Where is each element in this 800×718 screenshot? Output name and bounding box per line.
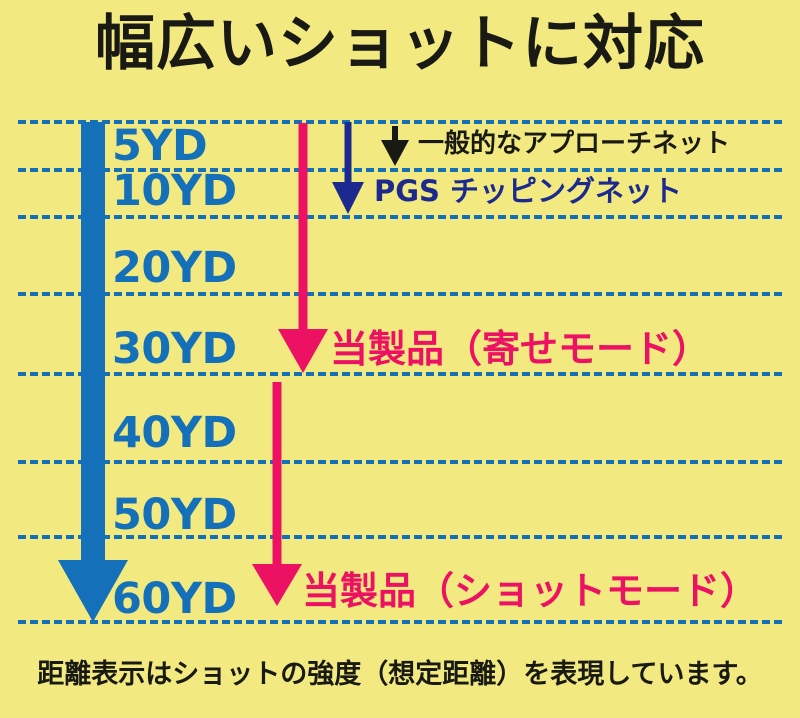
arrow-shaft <box>298 123 308 331</box>
yd-label-50: 50YD <box>112 490 237 540</box>
blue-range-arrow-icon <box>58 122 128 622</box>
arrow-head <box>381 140 409 166</box>
annotation-pgs-net: PGS チッピングネット <box>374 174 683 208</box>
page-title: 幅広いショットに対応 <box>95 9 705 79</box>
gridline-4 <box>18 292 782 296</box>
arrow-head <box>332 182 364 214</box>
yd-label-20: 20YD <box>112 243 237 293</box>
arrow-shaft <box>392 126 398 142</box>
arrow-shaft <box>81 122 105 562</box>
gridline-2 <box>18 168 782 172</box>
footer-caption: 距離表示はショットの強度（想定距離）を表現しています。 <box>37 659 763 690</box>
annotation-product-shot: 当製品（ショットモード） <box>302 569 759 613</box>
gridline-3 <box>18 215 782 219</box>
arrow-head <box>278 329 328 373</box>
gridline-7 <box>18 535 782 539</box>
black-generic-arrow-icon <box>381 126 409 166</box>
yd-label-40: 40YD <box>112 408 237 458</box>
gridline-5 <box>18 372 782 376</box>
gridline-6 <box>18 460 782 464</box>
gridline-8 <box>18 620 782 624</box>
arrow-head <box>252 564 302 606</box>
yd-label-10: 10YD <box>112 166 237 216</box>
arrow-head <box>58 560 128 622</box>
annotation-product-close: 当製品（寄せモード） <box>330 327 711 371</box>
arrow-shaft <box>344 122 352 184</box>
arrow-shaft <box>272 382 282 566</box>
pink-approach-arrow-icon <box>278 123 328 373</box>
annotation-generic-net: 一般的なアプローチネット <box>418 129 731 159</box>
navy-pgs-arrow-icon <box>332 122 364 214</box>
gridline-1 <box>18 120 782 124</box>
pink-shot-arrow-icon <box>252 382 302 606</box>
yd-label-30: 30YD <box>112 324 237 374</box>
yd-label-60: 60YD <box>112 574 237 624</box>
yd-label-5: 5YD <box>112 121 208 171</box>
